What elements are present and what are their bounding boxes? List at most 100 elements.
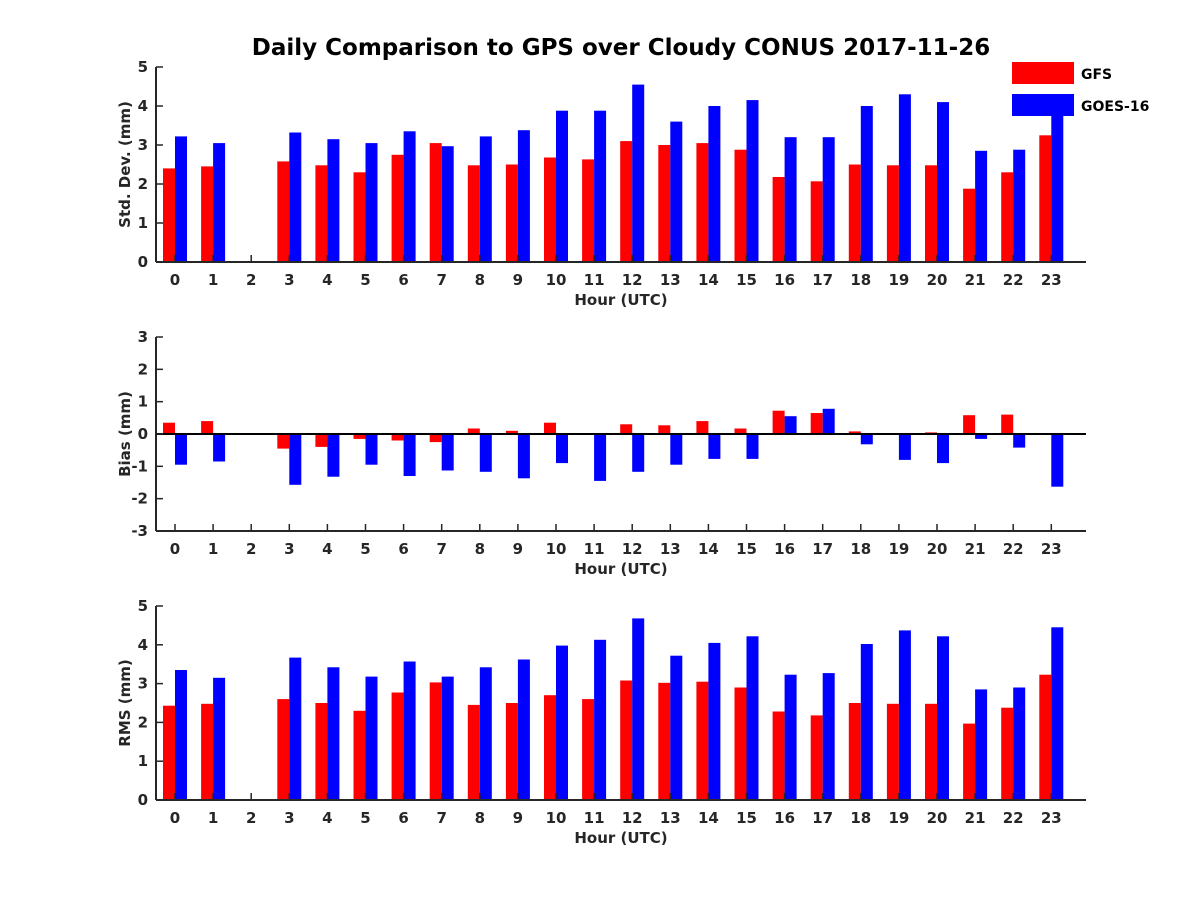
y-tick-label: 4 xyxy=(138,636,148,654)
bar-goes-16-hour-15 xyxy=(746,434,759,459)
x-tick-label: 16 xyxy=(774,809,795,827)
bar-gfs-hour-9 xyxy=(505,430,518,434)
bar-goes-16-hour-4 xyxy=(327,667,340,800)
bar-gfs-hour-16 xyxy=(772,410,785,434)
bar-goes-16-hour-3 xyxy=(289,434,302,485)
bar-goes-16-hour-1 xyxy=(213,434,226,462)
bar-gfs-hour-11 xyxy=(582,699,595,800)
bar-gfs-hour-6 xyxy=(391,692,404,800)
bar-gfs-hour-8 xyxy=(467,428,480,434)
bar-goes-16-hour-1 xyxy=(213,143,226,262)
bar-goes-16-hour-3 xyxy=(289,657,302,800)
bar-gfs-hour-14 xyxy=(696,681,709,800)
bar-gfs-hour-10 xyxy=(544,695,556,800)
x-tick-label: 19 xyxy=(888,540,909,558)
legend: GFS GOES-16 xyxy=(1012,62,1149,116)
bar-gfs-hour-21 xyxy=(963,723,976,800)
bar-goes-16-hour-4 xyxy=(327,434,340,477)
y-tick-label: 4 xyxy=(138,97,148,115)
x-tick-label: 14 xyxy=(698,809,719,827)
bar-gfs-hour-18 xyxy=(848,703,861,800)
x-tick-label: 12 xyxy=(622,271,643,289)
bar-goes-16-hour-11 xyxy=(594,639,607,800)
bar-goes-16-hour-15 xyxy=(746,100,759,262)
bar-goes-16-hour-1 xyxy=(213,677,226,800)
x-tick-label: 7 xyxy=(436,271,446,289)
bar-gfs-hour-22 xyxy=(1001,707,1014,800)
x-axis-label: Hour (UTC) xyxy=(574,560,667,578)
x-tick-label: 14 xyxy=(698,271,719,289)
x-tick-label: 1 xyxy=(208,271,218,289)
bar-gfs-hour-4 xyxy=(315,703,328,800)
bar-gfs-hour-17 xyxy=(810,181,823,262)
bar-gfs-hour-14 xyxy=(696,143,709,262)
x-tick-label: 12 xyxy=(622,540,643,558)
bar-gfs-hour-7 xyxy=(429,682,442,800)
bar-gfs-hour-3 xyxy=(277,161,290,262)
x-tick-label: 11 xyxy=(584,540,605,558)
x-tick-label: 11 xyxy=(584,809,605,827)
bar-goes-16-hour-21 xyxy=(975,689,988,800)
x-tick-label: 21 xyxy=(965,809,986,827)
bar-gfs-hour-0 xyxy=(163,168,175,262)
bar-gfs-hour-12 xyxy=(620,424,633,434)
bar-gfs-hour-15 xyxy=(734,687,747,800)
x-tick-label: 20 xyxy=(927,809,948,827)
chart-title: Daily Comparison to GPS over Cloudy CONU… xyxy=(252,35,990,61)
x-tick-label: 4 xyxy=(322,271,332,289)
bar-gfs-hour-5 xyxy=(353,434,366,439)
bar-goes-16-hour-23 xyxy=(1051,627,1064,800)
bar-gfs-hour-11 xyxy=(582,159,595,262)
x-tick-label: 10 xyxy=(546,540,567,558)
bar-goes-16-hour-16 xyxy=(784,416,797,434)
bar-gfs-hour-13 xyxy=(658,425,671,434)
bar-goes-16-hour-6 xyxy=(403,434,416,476)
bar-gfs-hour-13 xyxy=(658,145,671,262)
bar-goes-16-hour-20 xyxy=(937,434,949,464)
x-tick-label: 11 xyxy=(584,271,605,289)
bar-goes-16-hour-8 xyxy=(479,136,492,262)
x-tick-label: 2 xyxy=(246,809,256,827)
bar-gfs-hour-15 xyxy=(734,149,747,262)
bar-goes-16-hour-17 xyxy=(822,673,835,800)
y-tick-label: 3 xyxy=(138,328,148,346)
bar-goes-16-hour-22 xyxy=(1013,434,1026,448)
x-tick-label: 15 xyxy=(736,809,757,827)
x-tick-label: 18 xyxy=(850,809,871,827)
x-tick-label: 17 xyxy=(812,540,833,558)
bar-goes-16-hour-11 xyxy=(594,110,607,262)
x-tick-label: 6 xyxy=(398,540,408,558)
bar-goes-16-hour-6 xyxy=(403,131,416,262)
bar-goes-16-hour-20 xyxy=(937,102,949,262)
bar-goes-16-hour-5 xyxy=(365,676,378,800)
x-tick-label: 10 xyxy=(546,809,567,827)
y-tick-label: 3 xyxy=(138,675,148,693)
bar-gfs-hour-22 xyxy=(1001,414,1014,434)
bar-goes-16-hour-19 xyxy=(898,434,911,460)
bar-goes-16-hour-18 xyxy=(860,106,873,262)
bar-gfs-hour-3 xyxy=(277,699,290,800)
x-tick-label: 12 xyxy=(622,809,643,827)
x-tick-label: 13 xyxy=(660,540,681,558)
bar-gfs-hour-18 xyxy=(848,164,861,262)
bar-goes-16-hour-18 xyxy=(860,644,873,800)
x-tick-label: 9 xyxy=(513,271,523,289)
bar-goes-16-hour-10 xyxy=(556,645,568,800)
y-tick-label: 5 xyxy=(138,597,148,615)
x-tick-label: 18 xyxy=(850,271,871,289)
bar-goes-16-hour-7 xyxy=(441,146,454,262)
bar-gfs-hour-12 xyxy=(620,141,633,262)
y-tick-label: -3 xyxy=(131,522,148,540)
x-axis-label: Hour (UTC) xyxy=(574,291,667,309)
x-tick-label: 5 xyxy=(360,540,370,558)
x-tick-label: 21 xyxy=(965,540,986,558)
bar-gfs-hour-1 xyxy=(201,166,214,262)
bar-gfs-hour-18 xyxy=(848,431,861,434)
x-tick-label: 0 xyxy=(170,540,180,558)
x-tick-label: 8 xyxy=(475,540,485,558)
bar-goes-16-hour-20 xyxy=(937,636,949,800)
bar-gfs-hour-8 xyxy=(467,165,480,262)
bar-goes-16-hour-9 xyxy=(517,659,530,800)
